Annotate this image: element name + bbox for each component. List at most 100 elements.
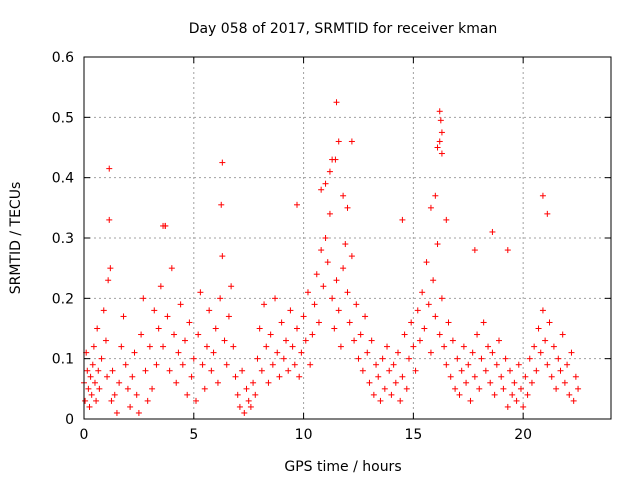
data-point xyxy=(131,349,138,356)
data-point xyxy=(425,301,432,308)
data-point xyxy=(296,373,303,380)
data-point xyxy=(335,307,342,314)
data-point xyxy=(228,283,235,290)
data-point xyxy=(261,301,268,308)
data-point xyxy=(535,325,542,332)
data-point xyxy=(463,379,470,386)
data-point xyxy=(370,391,377,398)
data-point xyxy=(364,349,371,356)
data-point xyxy=(414,307,421,314)
data-point xyxy=(98,355,105,362)
data-point xyxy=(427,349,434,356)
data-point xyxy=(386,367,393,374)
data-point xyxy=(528,379,535,386)
data-point xyxy=(566,391,573,398)
grid xyxy=(84,57,611,419)
data-point xyxy=(106,165,113,172)
data-point xyxy=(280,355,287,362)
data-point xyxy=(201,385,208,392)
data-point xyxy=(436,331,443,338)
data-point xyxy=(239,367,246,374)
data-point xyxy=(329,295,336,302)
data-point xyxy=(517,385,524,392)
data-point xyxy=(531,343,538,350)
data-point xyxy=(533,367,540,374)
data-point xyxy=(408,319,415,326)
data-point xyxy=(129,373,136,380)
chart-title: Day 058 of 2017, SRMTID for receiver kma… xyxy=(189,21,498,37)
data-point xyxy=(436,138,443,145)
data-point xyxy=(572,373,579,380)
data-point xyxy=(474,331,481,338)
data-point xyxy=(192,397,199,404)
data-point xyxy=(434,241,441,248)
data-point xyxy=(105,277,112,284)
data-point xyxy=(511,379,518,386)
data-point xyxy=(106,216,113,223)
data-point xyxy=(217,295,224,302)
data-point xyxy=(127,403,134,410)
data-point xyxy=(283,337,290,344)
data-point xyxy=(247,403,254,410)
data-point xyxy=(460,343,467,350)
data-point xyxy=(274,349,281,356)
data-point xyxy=(293,201,300,208)
data-point xyxy=(166,367,173,374)
data-point xyxy=(399,373,406,380)
data-point xyxy=(175,349,182,356)
data-point xyxy=(445,319,452,326)
data-point xyxy=(436,108,443,115)
data-point xyxy=(355,355,362,362)
data-point xyxy=(104,373,111,380)
y-tick-label: 0.4 xyxy=(52,171,74,187)
data-point xyxy=(353,301,360,308)
data-point xyxy=(289,343,296,350)
data-point xyxy=(348,253,355,260)
data-point xyxy=(146,343,153,350)
data-point xyxy=(151,307,158,314)
data-point xyxy=(557,367,564,374)
data-point xyxy=(362,313,369,320)
data-point xyxy=(493,361,500,368)
data-point xyxy=(526,355,533,362)
data-point xyxy=(322,180,329,187)
y-tick-label: 0 xyxy=(65,412,74,428)
data-point xyxy=(548,373,555,380)
data-point xyxy=(434,144,441,151)
data-point xyxy=(485,343,492,350)
data-point xyxy=(85,385,92,392)
data-point xyxy=(107,265,114,272)
data-point xyxy=(447,373,454,380)
data-point xyxy=(449,337,456,344)
data-point xyxy=(471,373,478,380)
data-point xyxy=(368,337,375,344)
data-point xyxy=(302,337,309,344)
data-point xyxy=(390,361,397,368)
data-points xyxy=(81,99,582,416)
data-point xyxy=(539,307,546,314)
data-point xyxy=(416,337,423,344)
data-point xyxy=(89,361,96,368)
data-point xyxy=(304,289,311,296)
data-point xyxy=(504,403,511,410)
data-point xyxy=(155,325,162,332)
data-point xyxy=(91,379,98,386)
data-point xyxy=(412,367,419,374)
data-point xyxy=(346,319,353,326)
data-point xyxy=(269,361,276,368)
data-point xyxy=(171,331,178,338)
data-point xyxy=(285,367,292,374)
data-point xyxy=(333,99,340,106)
data-point xyxy=(489,228,496,235)
x-tick-label: 15 xyxy=(404,427,422,443)
data-point xyxy=(203,343,210,350)
data-point xyxy=(423,259,430,266)
data-point xyxy=(214,379,221,386)
data-point xyxy=(188,373,195,380)
data-point xyxy=(230,343,237,350)
data-point xyxy=(212,325,219,332)
data-point xyxy=(149,385,156,392)
data-point xyxy=(84,367,91,374)
data-point xyxy=(544,210,551,217)
